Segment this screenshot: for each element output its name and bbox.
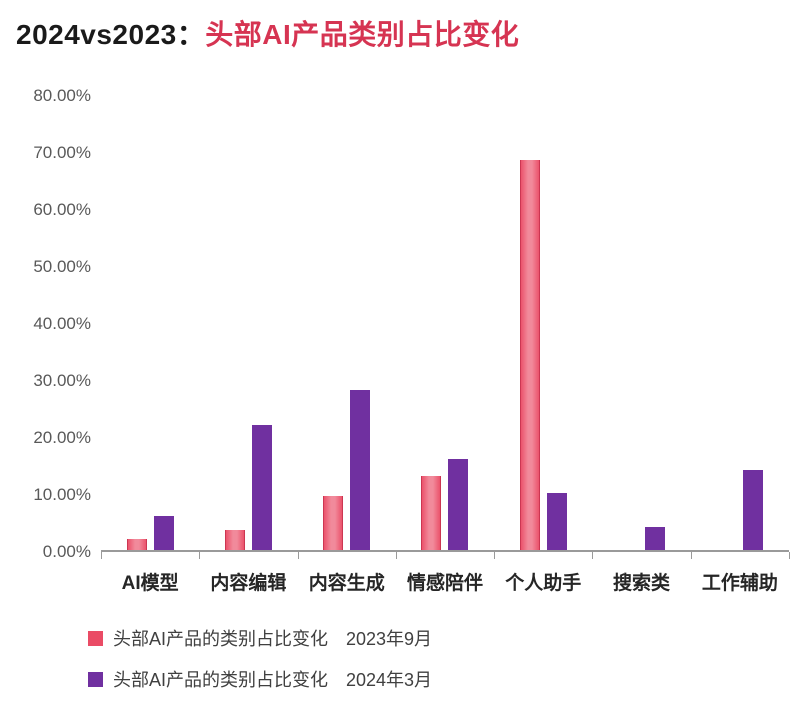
chart-area: 0.00% 10.00% 20.00% 30.00% 40.00% 50.00% 60.00…	[0, 86, 790, 595]
bar-group	[101, 96, 199, 550]
y-tick-label: 20.00%	[33, 428, 91, 447]
legend-label: 头部AI产品的类别占比变化 2023年9月	[113, 629, 433, 649]
chart-title-main: 头部AI产品类别占比变化	[205, 19, 520, 50]
bar-group	[298, 96, 396, 550]
bar-group	[494, 96, 592, 550]
bar-series-2	[448, 458, 469, 550]
bar-series-2	[743, 470, 764, 550]
legend-swatch-icon	[88, 630, 103, 646]
y-tick-label: 10.00%	[33, 485, 91, 504]
y-tick-label: 80.00%	[33, 86, 91, 105]
bar-series-1	[421, 475, 442, 550]
bar-series-1	[323, 495, 344, 550]
bar-series-2	[645, 527, 666, 550]
chart-title: 2024vs2023：头部AI产品类别占比变化	[0, 0, 812, 52]
x-axis-tick	[395, 552, 397, 559]
bar-group	[199, 96, 297, 550]
y-axis: 0.00% 10.00% 20.00% 30.00% 40.00% 50.00% 60.00…	[0, 86, 101, 561]
bar-series-1	[224, 530, 245, 550]
x-axis-tick	[690, 552, 692, 559]
plot-wrap: AI模型 内容编辑 内容生成 情感陪伴 个人助手 搜索类 工作辅助	[101, 96, 790, 595]
bar-series-2	[546, 493, 567, 550]
y-tick-label: 40.00%	[33, 314, 91, 333]
y-tick-label: 50.00%	[33, 257, 91, 276]
x-axis-tick	[592, 552, 594, 559]
y-tick-label: 70.00%	[33, 143, 91, 162]
y-tick-label: 0.00%	[42, 542, 91, 561]
y-tick-label: 60.00%	[33, 200, 91, 219]
legend-item: 头部AI产品的类别占比变化 2023年9月	[88, 625, 812, 651]
x-axis-label: 个人助手	[505, 573, 582, 594]
bar-series-1	[519, 159, 540, 550]
bar-series-2	[350, 390, 371, 550]
bar-group	[592, 96, 690, 550]
bar-group	[396, 96, 494, 550]
x-axis-tick	[494, 552, 496, 559]
y-tick-label: 30.00%	[33, 371, 91, 390]
x-axis-label: 情感陪伴	[406, 573, 483, 594]
bar-series-1	[126, 538, 147, 550]
legend-label: 头部AI产品的类别占比变化 2024年3月	[113, 670, 433, 690]
x-axis-tick	[101, 552, 102, 559]
x-axis-label: 内容编辑	[210, 573, 287, 594]
x-axis-labels: AI模型 内容编辑 内容生成 情感陪伴 个人助手 搜索类 工作辅助	[101, 552, 789, 595]
plot-area	[101, 96, 790, 559]
x-axis-tick	[199, 552, 201, 559]
x-axis-label: 搜索类	[613, 573, 671, 594]
x-axis-tick	[789, 552, 790, 559]
bar-series-2	[251, 424, 272, 550]
bar-series-2	[153, 515, 174, 550]
x-axis-label: AI模型	[121, 573, 179, 594]
legend: 头部AI产品的类别占比变化 2023年9月 头部AI产品的类别占比变化 2024年…	[88, 625, 812, 692]
legend-item: 头部AI产品的类别占比变化 2024年3月	[88, 666, 812, 692]
x-axis-label: 工作辅助	[701, 573, 778, 594]
bar-group	[691, 96, 789, 550]
x-axis-label: 内容生成	[308, 573, 385, 594]
legend-swatch-icon	[88, 671, 103, 687]
chart-title-prefix: 2024vs2023：	[16, 19, 206, 50]
x-axis-tick	[297, 552, 299, 559]
